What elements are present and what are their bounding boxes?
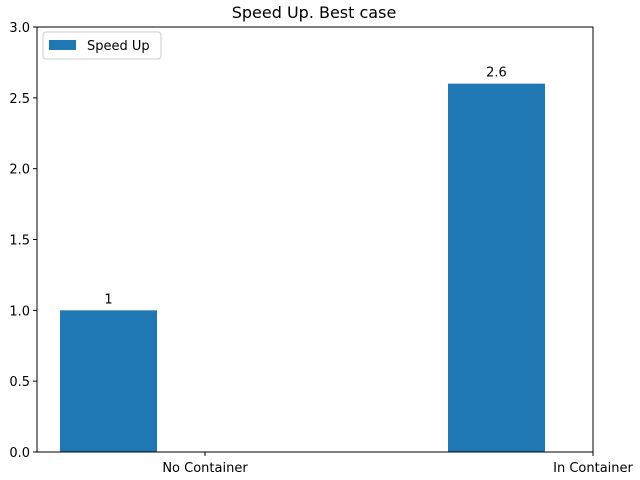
y-tick-label: 2.5 [9,92,30,107]
bar-in-container [448,83,545,453]
y-tick-label: 2.0 [9,163,30,178]
legend: Speed Up [42,31,162,60]
plot-frame [36,26,594,453]
bar-value-label: 1 [104,292,112,307]
bar-labels: 12.6 [104,66,506,308]
y-tick-label: 0.5 [9,375,30,390]
legend-box [42,31,162,60]
y-axis: 0.0 0.5 1.0 1.5 2.0 2.5 3.0 [9,21,37,461]
y-tick-label: 1.0 [9,304,30,319]
y-tick-label: 1.5 [9,234,30,249]
bar-value-label: 2.6 [486,66,507,81]
bar-no-container [60,310,157,452]
y-tick-label: 0.0 [9,446,30,461]
y-tick-label: 3.0 [9,21,30,36]
x-tick-label: No Container [162,461,248,476]
x-tick-label: In Container [553,461,633,476]
legend-label: Speed Up [87,39,150,54]
x-axis: No Container In Container [162,452,634,476]
legend-swatch [49,40,76,50]
bars [60,83,545,453]
chart-title: Speed Up. Best case [232,3,397,22]
